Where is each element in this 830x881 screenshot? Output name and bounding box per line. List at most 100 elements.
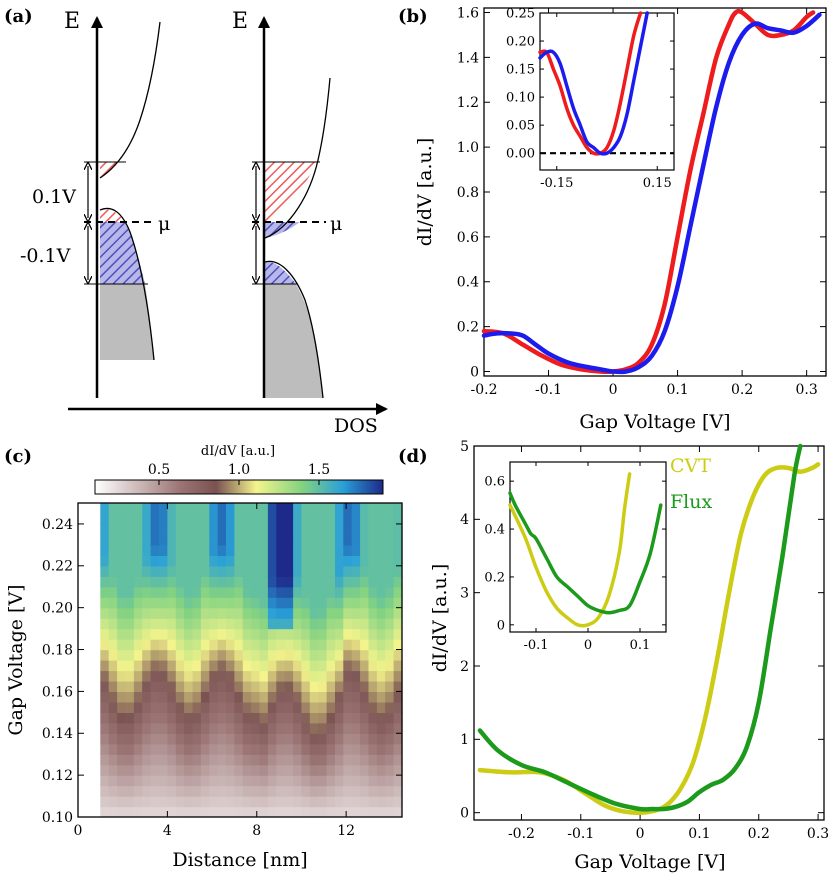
heatmap-cell bbox=[100, 764, 110, 776]
heatmap-cell bbox=[184, 712, 194, 724]
heatmap-cell bbox=[242, 513, 252, 525]
heatmap-cell bbox=[276, 775, 286, 787]
heatmap-cell bbox=[217, 576, 227, 588]
heatmap-cell bbox=[276, 712, 286, 724]
heatmap-cell bbox=[385, 701, 395, 713]
heatmap-cell bbox=[117, 764, 127, 776]
heatmap-cell bbox=[159, 701, 168, 713]
mu-label-right: μ bbox=[330, 213, 342, 235]
heatmap-cell bbox=[100, 565, 110, 577]
heatmap-cell bbox=[393, 513, 403, 525]
heatmap-cell bbox=[343, 743, 353, 755]
heatmap-cell bbox=[368, 691, 378, 703]
heatmap-cell bbox=[309, 586, 319, 598]
left-filled-hatch bbox=[100, 222, 145, 284]
heatmap-cell bbox=[117, 607, 127, 619]
heatmap-cell bbox=[259, 544, 269, 556]
heatmap-cell bbox=[159, 785, 168, 797]
heatmap-cell bbox=[150, 523, 160, 535]
heatmap-cell bbox=[393, 691, 403, 703]
heatmap-cell bbox=[242, 691, 252, 703]
heatmap-cell bbox=[125, 701, 135, 713]
heatmap-cell bbox=[159, 796, 168, 808]
heatmap-cell bbox=[125, 796, 135, 808]
heatmap-cell bbox=[393, 722, 403, 734]
heatmap-cell bbox=[192, 722, 202, 734]
heatmap-cell bbox=[209, 722, 219, 734]
heatmap-cell bbox=[192, 806, 202, 818]
heatmap-cell bbox=[159, 754, 168, 766]
heatmap-cell bbox=[301, 785, 311, 797]
heatmap-cell bbox=[326, 586, 336, 598]
heatmap-cell bbox=[117, 565, 127, 577]
heatmap-cell bbox=[117, 670, 127, 682]
heatmap-cell bbox=[167, 628, 177, 640]
heatmap-cell bbox=[226, 503, 235, 515]
panel-b-chart: -0.2 -0.1 0 0.1 0.2 0.3 0 0.2 0.4 0.6 0.8 1.0 1.2 1.4… bbox=[414, 5, 827, 433]
heatmap-cell bbox=[200, 775, 210, 787]
heatmap-cell bbox=[309, 597, 319, 609]
heatmap-cell bbox=[368, 660, 378, 672]
heatmap-cell bbox=[309, 743, 319, 755]
heatmap-cell bbox=[226, 523, 235, 535]
heatmap-cell bbox=[234, 607, 244, 619]
heatmap-cell bbox=[108, 712, 118, 724]
heatmap-cell bbox=[175, 743, 185, 755]
heatmap-cell bbox=[117, 597, 127, 609]
heatmap-cell bbox=[200, 597, 210, 609]
heatmap-cell bbox=[125, 680, 135, 692]
heatmap-cell bbox=[360, 733, 370, 745]
heatmap-cell bbox=[209, 523, 219, 535]
heatmap-cell bbox=[192, 775, 202, 787]
heatmap-cell bbox=[376, 628, 386, 640]
heatmap-cell bbox=[301, 680, 311, 692]
heatmap-cell bbox=[200, 712, 210, 724]
heatmap-cell bbox=[133, 785, 143, 797]
heatmap-cell bbox=[133, 534, 143, 546]
heatmap-cell bbox=[125, 806, 135, 818]
heatmap-cell bbox=[117, 775, 127, 787]
heatmap-cell bbox=[309, 691, 319, 703]
heatmap-cell bbox=[175, 544, 185, 556]
heatmap-cell bbox=[293, 513, 303, 525]
heatmap-cell bbox=[360, 712, 370, 724]
heatmap-cell bbox=[351, 503, 361, 515]
heatmap-cell bbox=[267, 733, 277, 745]
heatmap-cell bbox=[251, 565, 261, 577]
heatmap-cell bbox=[385, 796, 395, 808]
heatmap-cell bbox=[142, 743, 152, 755]
heatmap-cell bbox=[267, 691, 277, 703]
heatmap-cell bbox=[142, 639, 152, 651]
heatmap-cell bbox=[368, 796, 378, 808]
heatmap-cell bbox=[267, 670, 277, 682]
heatmap-cell bbox=[142, 764, 152, 776]
heatmap-cell bbox=[133, 586, 143, 598]
heatmap-cell bbox=[360, 785, 370, 797]
heatmap-cell bbox=[184, 806, 194, 818]
heatmap-cell bbox=[376, 785, 386, 797]
heatmap-cell bbox=[159, 712, 168, 724]
heatmap-cell bbox=[184, 743, 194, 755]
heatmap-cell bbox=[385, 712, 395, 724]
heatmap-cell bbox=[192, 607, 202, 619]
heatmap-cell bbox=[326, 733, 336, 745]
panel-b-ytick-label: 1.0 bbox=[457, 140, 479, 156]
heatmap-cell bbox=[267, 565, 277, 577]
heatmap-cell bbox=[242, 701, 252, 713]
heatmap-cell bbox=[318, 544, 328, 556]
heatmap-cell bbox=[217, 785, 227, 797]
heatmap-cell bbox=[343, 555, 353, 567]
heatmap-cell bbox=[343, 701, 353, 713]
heatmap-cell bbox=[150, 534, 160, 546]
heatmap-cell bbox=[167, 670, 177, 682]
heatmap-cell bbox=[234, 513, 244, 525]
heatmap-cell bbox=[326, 576, 336, 588]
heatmap-cell bbox=[293, 628, 303, 640]
heatmap-cell bbox=[309, 806, 319, 818]
heatmap-cell bbox=[385, 660, 395, 672]
heatmap-cell bbox=[301, 513, 311, 525]
heatmap-cell bbox=[175, 597, 185, 609]
heatmap-cell bbox=[100, 523, 110, 535]
heatmap-cell bbox=[100, 670, 110, 682]
heatmap-cell bbox=[393, 576, 403, 588]
